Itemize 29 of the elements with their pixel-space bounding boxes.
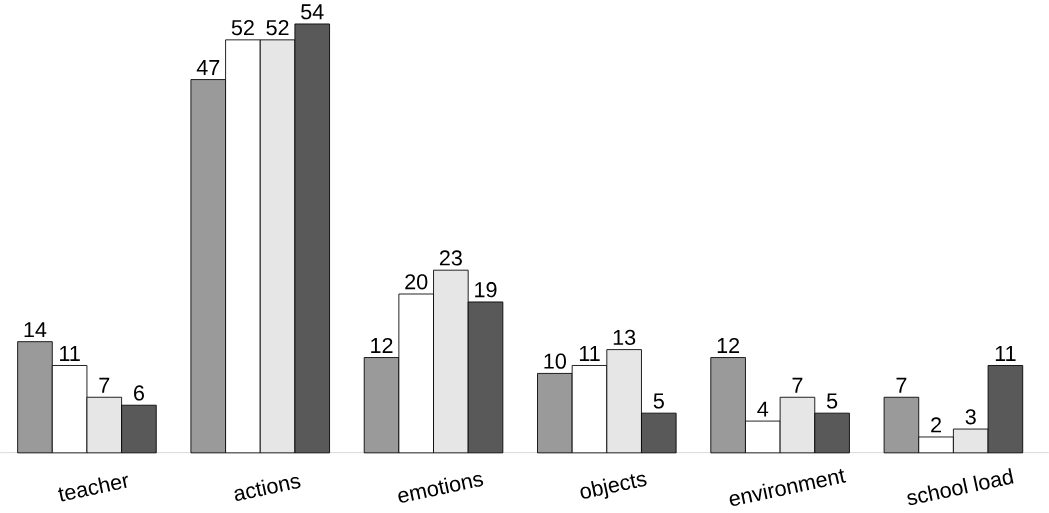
data-label: 7 bbox=[896, 377, 907, 393]
x-tick-label: school load bbox=[907, 468, 1014, 506]
data-label: 23 bbox=[439, 250, 462, 266]
data-label: 2 bbox=[931, 417, 941, 433]
data-label: 47 bbox=[196, 60, 220, 76]
data-label: 19 bbox=[475, 282, 497, 298]
data-label: 5 bbox=[653, 393, 664, 409]
data-label: 11 bbox=[995, 346, 1016, 362]
x-tick-label: teacher bbox=[57, 475, 128, 502]
data-label: 6 bbox=[134, 385, 144, 401]
data-label: 11 bbox=[579, 346, 600, 362]
data-label: 20 bbox=[405, 274, 428, 290]
data-label: 14 bbox=[24, 322, 47, 338]
data-label: 5 bbox=[826, 393, 838, 409]
data-label: 13 bbox=[613, 329, 636, 346]
x-tick-label: actions bbox=[234, 477, 301, 502]
data-label: 10 bbox=[544, 353, 566, 369]
data-label: 7 bbox=[792, 377, 803, 393]
data-label: 12 bbox=[371, 338, 393, 354]
data-label: 12 bbox=[717, 338, 740, 354]
data-label: 7 bbox=[99, 377, 110, 393]
data-label: 11 bbox=[60, 346, 80, 362]
data-label: 52 bbox=[266, 20, 289, 36]
data-label: 4 bbox=[757, 401, 769, 417]
data-label: 3 bbox=[965, 409, 976, 425]
x-tick-label: objects bbox=[580, 474, 647, 500]
x-tick-label: emotions bbox=[398, 475, 484, 503]
data-label: 54 bbox=[301, 4, 324, 20]
data-label: 52 bbox=[231, 20, 254, 36]
